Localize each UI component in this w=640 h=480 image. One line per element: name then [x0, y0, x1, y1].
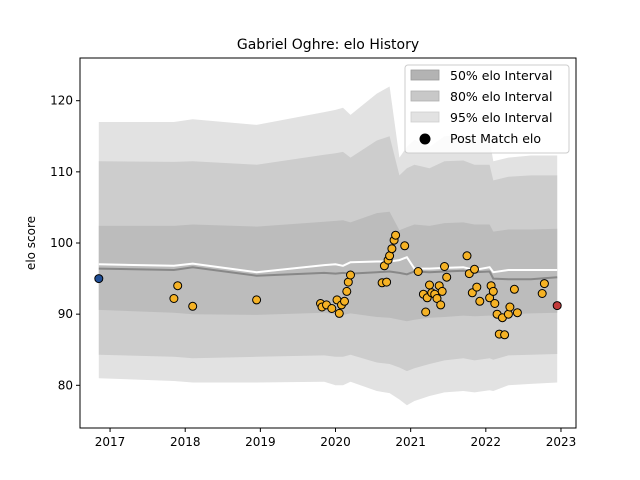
data-point: [462, 251, 472, 261]
data-point: [537, 289, 547, 298]
data-point: [509, 284, 519, 294]
legend-label-95: 95% elo Interval: [450, 110, 552, 125]
y-tick-label: 110: [50, 165, 73, 179]
legend-label-post-match: Post Match elo: [450, 131, 541, 146]
y-tick-label: 80: [58, 378, 73, 392]
data-point: [173, 281, 183, 291]
data-point: [440, 262, 449, 271]
legend-box: [404, 64, 570, 154]
data-point: [475, 296, 485, 306]
data-point: [437, 286, 447, 296]
y-tick-label: 100: [50, 236, 73, 250]
data-point: [490, 299, 500, 308]
data-point: [387, 244, 397, 254]
data-point: [470, 264, 479, 274]
y-tick-label: 90: [58, 307, 73, 321]
y-axis-label: elo score: [24, 216, 38, 270]
data-point: [188, 301, 198, 311]
data-point: [346, 270, 355, 280]
data-point: [391, 230, 401, 240]
data-point: [334, 308, 344, 318]
legend-marker-post-match: [419, 133, 431, 145]
data-point: [503, 309, 513, 319]
data-point: [413, 267, 423, 276]
legend: 50% elo Interval 80% elo Interval 95% el…: [404, 64, 570, 154]
data-point: [500, 330, 510, 340]
x-tick-label: 2018: [170, 435, 201, 449]
legend-label-50: 50% elo Interval: [450, 68, 552, 83]
data-point: [94, 274, 104, 284]
data-point: [421, 307, 431, 317]
data-point: [425, 280, 434, 290]
data-point: [340, 296, 349, 306]
data-point: [327, 304, 337, 313]
data-point: [400, 241, 410, 251]
x-tick-label: 2022: [471, 435, 502, 449]
legend-swatch-95: [410, 111, 440, 123]
data-point: [252, 295, 262, 305]
data-point: [505, 302, 515, 312]
x-tick-label: 2021: [395, 435, 426, 449]
x-tick-label: 2017: [95, 435, 126, 449]
data-point: [539, 279, 549, 289]
plot-area: [94, 86, 562, 406]
x-tick-label: 2019: [245, 435, 276, 449]
data-point: [552, 301, 562, 311]
data-point: [169, 294, 179, 303]
x-tick-label: 2023: [546, 435, 577, 449]
axes: 2017 2018 2019 2020 2021 2022 2023 80 90 100 110 12…: [50, 94, 576, 449]
chart-title: Gabriel Oghre: elo History: [237, 37, 419, 53]
expected-line: [98, 255, 558, 274]
data-point: [436, 300, 446, 310]
legend-swatch-80: [410, 90, 440, 102]
data-point: [342, 286, 352, 296]
legend-label-80: 80% elo Interval: [450, 89, 552, 104]
data-point: [472, 282, 482, 292]
data-point: [382, 277, 392, 287]
data-point: [512, 308, 522, 318]
x-tick-label: 2020: [320, 435, 351, 449]
data-point: [442, 272, 452, 282]
legend-swatch-50: [410, 69, 440, 81]
y-tick-label: 120: [50, 94, 73, 108]
median-line: [98, 266, 558, 281]
data-point: [488, 286, 498, 296]
